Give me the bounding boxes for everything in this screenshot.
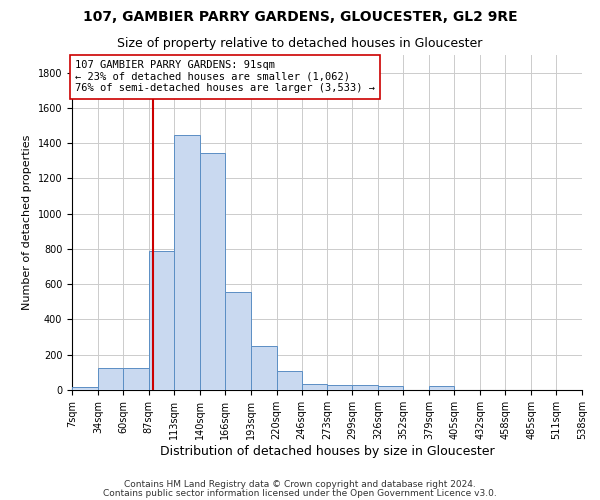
Text: Size of property relative to detached houses in Gloucester: Size of property relative to detached ho… [118,38,482,51]
Bar [328,384,352,390]
Bar [72,388,98,390]
Bar [277,370,302,390]
Bar [251,346,277,390]
Bar [225,292,251,390]
Text: 107 GAMBIER PARRY GARDENS: 91sqm
← 23% of detached houses are smaller (1,062)
76: 107 GAMBIER PARRY GARDENS: 91sqm ← 23% o… [75,60,375,94]
Text: Contains public sector information licensed under the Open Government Licence v3: Contains public sector information licen… [103,488,497,498]
Bar [174,135,200,390]
Bar [429,386,454,390]
Bar [302,384,328,390]
Bar [200,153,225,390]
Bar [352,384,379,390]
X-axis label: Distribution of detached houses by size in Gloucester: Distribution of detached houses by size … [160,444,494,458]
Text: Contains HM Land Registry data © Crown copyright and database right 2024.: Contains HM Land Registry data © Crown c… [124,480,476,489]
Text: 107, GAMBIER PARRY GARDENS, GLOUCESTER, GL2 9RE: 107, GAMBIER PARRY GARDENS, GLOUCESTER, … [83,10,517,24]
Bar [149,250,174,390]
Y-axis label: Number of detached properties: Number of detached properties [22,135,32,310]
Bar [98,368,123,390]
Bar [379,386,403,390]
Bar [123,368,149,390]
